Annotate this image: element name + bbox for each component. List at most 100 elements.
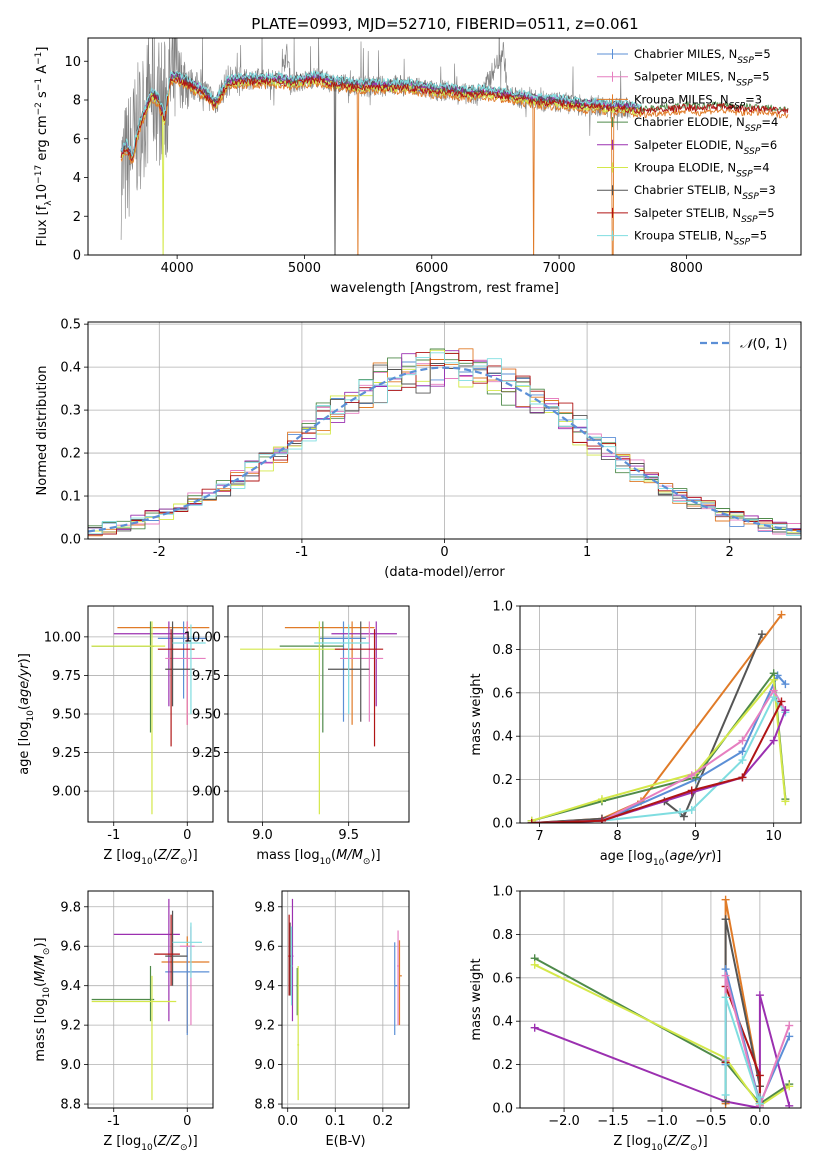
plot-area bbox=[240, 621, 397, 815]
legend-label-salpeter_stelib: Salpeter STELIB, NSSP=5 bbox=[634, 206, 775, 225]
label-part: age/yr bbox=[17, 662, 32, 705]
label-part: ] bbox=[35, 47, 50, 52]
label-part: =3 bbox=[759, 183, 776, 197]
label-part: ( bbox=[664, 849, 669, 864]
y-tick-label: 9.0 bbox=[60, 1058, 81, 1073]
weight-line-kroupa_stelib bbox=[724, 996, 761, 1105]
x-axis-label: wavelength [Angstrom, rest frame] bbox=[330, 281, 559, 296]
label-part: ⊙ bbox=[180, 1143, 188, 1153]
label-part: 10 bbox=[141, 1143, 153, 1153]
label-part: )] bbox=[33, 937, 48, 947]
legend-label-kroupa_stelib: Kroupa STELIB, NSSP=5 bbox=[634, 229, 767, 248]
x-tick-label: 0.1 bbox=[325, 1114, 346, 1129]
y-tick-label: 0.2 bbox=[492, 773, 513, 788]
plot-area bbox=[91, 898, 210, 1101]
x-axis-label: E(B-V) bbox=[325, 1134, 365, 1149]
label-part: 10 bbox=[653, 858, 665, 868]
label-part: Salpeter STELIB, N bbox=[634, 206, 741, 220]
x-tick-label: 8 bbox=[613, 829, 621, 844]
y-tick-label: 0.0 bbox=[60, 533, 81, 548]
label-part: ( bbox=[17, 705, 32, 710]
label-part: mass [log bbox=[256, 848, 319, 863]
weight-line-chabrier_elodie bbox=[531, 672, 787, 822]
label-part: =4 bbox=[761, 115, 778, 129]
y-tick-label: 9.75 bbox=[52, 669, 81, 684]
label-part: −1 bbox=[34, 78, 44, 91]
x-tick-label: −2.0 bbox=[548, 1114, 580, 1129]
y-tick-label: 0.4 bbox=[492, 1015, 513, 1030]
y-tick-label: 8 bbox=[73, 94, 81, 109]
legend-gaussian-label: 𝒩(0, 1) bbox=[740, 337, 787, 352]
y-tick-label: 9.0 bbox=[254, 1058, 275, 1073]
label-part: )] bbox=[698, 1134, 708, 1149]
y-tick-label: 0.0 bbox=[492, 817, 513, 832]
y-tick-label: 2 bbox=[73, 210, 81, 225]
plot-area bbox=[88, 348, 801, 537]
label-part: SSP bbox=[736, 79, 753, 89]
label-part: SSP bbox=[742, 192, 759, 202]
y-tick-label: 0.5 bbox=[60, 318, 81, 333]
legend-label-chabrier_stelib: Chabrier STELIB, NSSP=3 bbox=[634, 183, 776, 202]
x-axis-label: mass [log10(M/M⊙)] bbox=[256, 848, 380, 867]
label-part: =5 bbox=[750, 229, 767, 243]
label-part: Kroupa ELODIE, N bbox=[634, 161, 736, 175]
label-part: ( bbox=[153, 1134, 158, 1149]
label-part: 10 bbox=[42, 987, 52, 999]
x-axis-label: Z [log10(Z/Z⊙)] bbox=[103, 848, 197, 867]
mass_vs_Z-axes: -1 08.89.09.29.49.69.8Z [log10(Z/Z⊙)]mass… bbox=[33, 890, 214, 1153]
x-axis-label: (data-model)/error bbox=[384, 565, 505, 580]
x-tick-label: 0.0 bbox=[277, 1114, 298, 1129]
y-axis-label: Flux [fλ10−17 erg cm−2 s−1 A−1] bbox=[34, 47, 54, 247]
x-axis-label: age [log10(age/yr)] bbox=[600, 849, 722, 868]
y-tick-label: 0 bbox=[73, 249, 81, 264]
label-part: erg cm bbox=[35, 115, 50, 164]
y-tick-label: 9.4 bbox=[254, 979, 275, 994]
label-part: Chabrier MILES, N bbox=[634, 47, 737, 61]
label-part: ⊙ bbox=[42, 948, 52, 956]
mass_weight_vs_Z-axes: −2.0 −1.5 −1.0 −0.5 0.0 0.0 0.2 0.4 0.6 0.8 1.0 Z [… bbox=[469, 885, 802, 1153]
y-tick-label: 0.4 bbox=[60, 361, 81, 376]
label-part: ( bbox=[331, 848, 336, 863]
x-tick-label: -1 bbox=[295, 545, 308, 560]
weight-line-kroupa_elodie bbox=[534, 963, 790, 1107]
y-tick-label: 9.4 bbox=[60, 979, 81, 994]
x-tick-label: -1 bbox=[107, 1114, 120, 1129]
plot-area bbox=[530, 895, 794, 1108]
plot-area bbox=[288, 898, 402, 1101]
x-tick-label: 2 bbox=[726, 545, 734, 560]
axes-frame bbox=[519, 890, 802, 1109]
x-tick-label: 0 bbox=[183, 1114, 191, 1129]
y-tick-label: 9.2 bbox=[254, 1019, 275, 1034]
label-part: 10 bbox=[141, 857, 153, 867]
y-tick-label: 8.8 bbox=[254, 1098, 275, 1113]
label-part: 10 bbox=[651, 1143, 663, 1153]
weight-line-salpeter_stelib bbox=[531, 701, 783, 823]
x-tick-label: −0.5 bbox=[695, 1114, 727, 1129]
y-axis-label: age [log10(age/yr)] bbox=[17, 653, 36, 775]
axes-frame bbox=[281, 890, 410, 1109]
x-tick-label: 9.0 bbox=[252, 828, 273, 843]
model-spectrum-salpeter_stelib bbox=[120, 75, 789, 161]
model-spectrum-kroupa_stelib bbox=[120, 70, 642, 157]
label-part: −17 bbox=[34, 165, 44, 184]
label-part: Z/Z bbox=[157, 848, 181, 863]
axes-frame bbox=[87, 890, 214, 1109]
label-part: Z [log bbox=[103, 1134, 141, 1149]
y-tick-label: 4 bbox=[73, 171, 81, 186]
y-tick-label: 9.50 bbox=[52, 708, 81, 723]
y-tick-label: 0.3 bbox=[60, 404, 81, 419]
x-tick-label: 6000 bbox=[415, 261, 448, 276]
x-tick-label: 8000 bbox=[670, 261, 703, 276]
label-part: =5 bbox=[758, 206, 775, 220]
x-tick-label: -1 bbox=[107, 828, 120, 843]
plot-area bbox=[120, 38, 789, 255]
x-tick-label: 4000 bbox=[161, 261, 194, 276]
y-tick-label: 9.00 bbox=[192, 785, 221, 800]
mass_vs_ebv-axes: 0.0 0.1 0.2 8.8 9.0 9.2 9.4 9.6 9.8 E(B-V) bbox=[254, 890, 410, 1149]
label-part: age/yr bbox=[669, 849, 712, 864]
label-part: mass [log bbox=[33, 998, 48, 1061]
axes-frame bbox=[519, 605, 802, 824]
